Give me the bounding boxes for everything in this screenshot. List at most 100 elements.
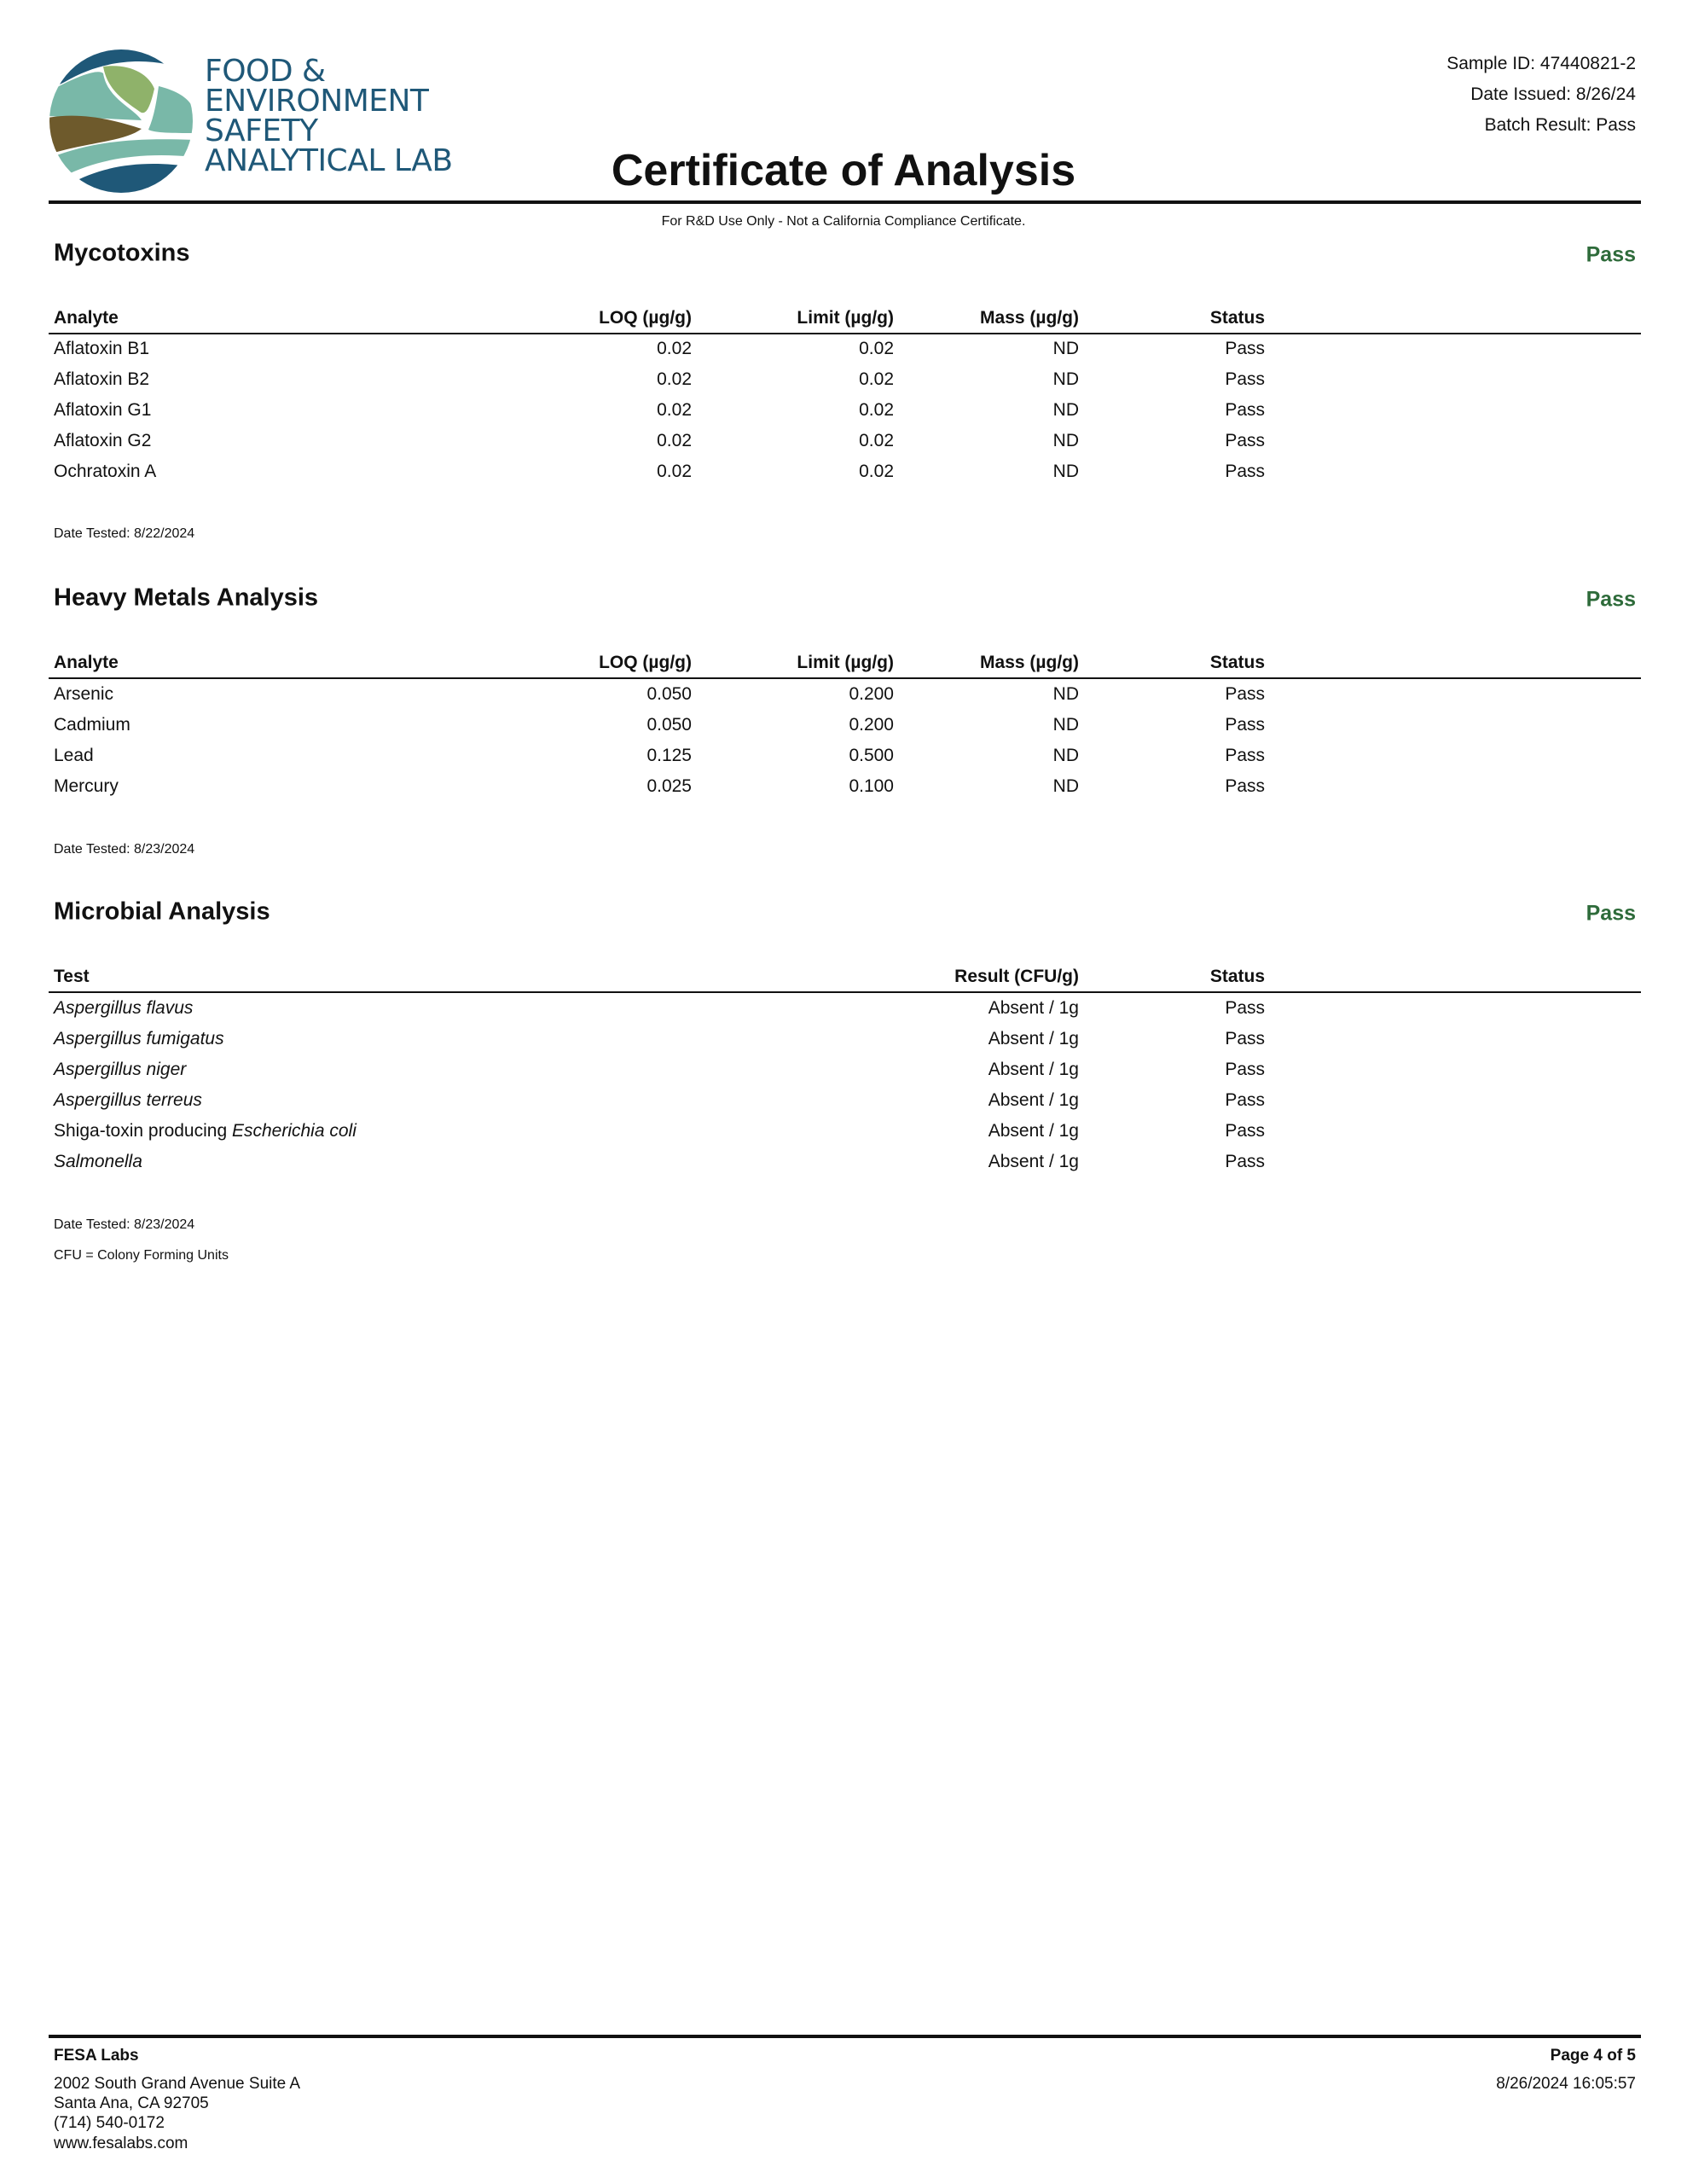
table-cell: Pass xyxy=(1225,369,1265,389)
table-cell: 0.02 xyxy=(657,369,692,389)
batch-result: Batch Result: Pass xyxy=(1484,115,1636,135)
page-title: Certificate of Analysis xyxy=(611,146,1076,195)
column-header: Mass (µg/g) xyxy=(980,308,1079,328)
test-result: Absent / 1g xyxy=(988,998,1079,1018)
table-cell: 0.02 xyxy=(657,339,692,358)
table-cell: Pass xyxy=(1225,339,1265,358)
analyte-name: Mercury xyxy=(54,776,119,796)
test-result: Absent / 1g xyxy=(988,1060,1079,1079)
table-cell: Pass xyxy=(1225,431,1265,450)
analyte-name: Lead xyxy=(54,746,94,765)
test-name-part: Escherichia coli xyxy=(231,1121,357,1141)
table-cell: ND xyxy=(1052,746,1079,765)
table-cell: 0.02 xyxy=(859,339,894,358)
sample-id: Sample ID: 47440821-2 xyxy=(1446,54,1636,73)
table-cell: Pass xyxy=(1225,462,1265,481)
test-result: Absent / 1g xyxy=(988,1121,1079,1141)
test-result: Absent / 1g xyxy=(988,1090,1079,1110)
test-name: Aspergillus fumigatus xyxy=(54,1029,224,1049)
logo-emblem-icon xyxy=(49,49,193,193)
analyte-name: Aflatoxin G2 xyxy=(54,431,152,450)
column-header: LOQ (µg/g) xyxy=(599,653,692,672)
footnote: CFU = Colony Forming Units xyxy=(54,1248,229,1263)
test-status: Pass xyxy=(1225,1090,1265,1110)
table-cell: Pass xyxy=(1225,715,1265,735)
section-result-badge: Pass xyxy=(1586,242,1636,267)
column-header: Status xyxy=(1209,308,1265,328)
section-result-badge: Pass xyxy=(1586,587,1636,612)
table-cell: Pass xyxy=(1225,684,1265,704)
column-header: Analyte xyxy=(54,653,119,672)
column-header: LOQ (µg/g) xyxy=(599,308,692,328)
table-cell: Pass xyxy=(1225,400,1265,420)
table-cell: 0.02 xyxy=(859,369,894,389)
test-status: Pass xyxy=(1225,1121,1265,1141)
table-cell: ND xyxy=(1052,776,1079,796)
section-result-badge: Pass xyxy=(1586,901,1636,926)
section-title: Microbial Analysis xyxy=(54,897,270,926)
column-header: Result (CFU/g) xyxy=(954,967,1079,986)
table-cell: 0.02 xyxy=(657,431,692,450)
footer-company: FESA Labs xyxy=(54,2047,139,2065)
table-cell: 0.050 xyxy=(646,715,692,735)
analyte-name: Aflatoxin B2 xyxy=(54,369,150,389)
logo-line: SAFETY xyxy=(205,113,318,148)
table-cell: Pass xyxy=(1225,776,1265,796)
test-status: Pass xyxy=(1225,1152,1265,1171)
column-header: Mass (µg/g) xyxy=(980,653,1079,672)
table-cell: ND xyxy=(1052,339,1079,358)
table-cell: 0.02 xyxy=(859,462,894,481)
table-cell: ND xyxy=(1052,462,1079,481)
disclaimer: For R&D Use Only - Not a California Comp… xyxy=(661,214,1026,229)
test-name-part: Aspergillus niger xyxy=(54,1060,187,1079)
test-result: Absent / 1g xyxy=(988,1029,1079,1048)
column-header: Status xyxy=(1209,653,1265,672)
column-header: Limit (µg/g) xyxy=(797,308,894,328)
test-result: Absent / 1g xyxy=(988,1152,1079,1171)
test-name-part: Shiga-toxin producing xyxy=(54,1121,232,1141)
logo-line: FOOD & xyxy=(205,54,326,89)
table-cell: ND xyxy=(1052,715,1079,735)
date-tested: Date Tested: 8/23/2024 xyxy=(54,842,195,857)
table-cell: ND xyxy=(1052,684,1079,704)
table-cell: 0.200 xyxy=(849,715,894,735)
table-cell: 0.100 xyxy=(849,776,894,796)
page-number: Page 4 of 5 xyxy=(1550,2047,1636,2065)
footer-timestamp: 8/26/2024 16:05:57 xyxy=(1496,2075,1636,2093)
test-name-part: Aspergillus flavus xyxy=(54,998,194,1018)
test-name: Aspergillus flavus xyxy=(54,998,193,1019)
footer-website[interactable]: www.fesalabs.com xyxy=(54,2135,188,2152)
test-status: Pass xyxy=(1225,998,1265,1018)
logo-line: ENVIRONMENT xyxy=(205,84,429,119)
table-cell: 0.050 xyxy=(646,684,692,704)
test-name: Shiga-toxin producing Escherichia coli xyxy=(54,1121,357,1141)
footer-phone: (714) 540-0172 xyxy=(54,2114,165,2132)
logo-line: ANALYTICAL LAB xyxy=(205,143,453,178)
table-header-divider xyxy=(49,677,1641,679)
table-cell: ND xyxy=(1052,369,1079,389)
footer-address-line: Santa Ana, CA 92705 xyxy=(54,2094,209,2112)
analyte-name: Aflatoxin B1 xyxy=(54,339,150,358)
table-cell: 0.02 xyxy=(657,400,692,420)
footer-address-line: 2002 South Grand Avenue Suite A xyxy=(54,2075,301,2093)
table-cell: ND xyxy=(1052,431,1079,450)
test-status: Pass xyxy=(1225,1029,1265,1048)
test-name: Aspergillus niger xyxy=(54,1060,186,1080)
table-cell: 0.125 xyxy=(646,746,692,765)
column-header: Limit (µg/g) xyxy=(797,653,894,672)
date-tested: Date Tested: 8/23/2024 xyxy=(54,1217,195,1232)
analyte-name: Cadmium xyxy=(54,715,130,735)
header-divider xyxy=(49,200,1641,204)
test-name: Salmonella xyxy=(54,1152,142,1172)
column-header: Status xyxy=(1209,967,1265,986)
section-title: Mycotoxins xyxy=(54,239,190,267)
analyte-name: Aflatoxin G1 xyxy=(54,400,152,420)
table-header-divider xyxy=(49,333,1641,334)
column-header: Test xyxy=(54,967,90,986)
table-cell: 0.02 xyxy=(859,400,894,420)
test-name: Aspergillus terreus xyxy=(54,1090,202,1111)
table-cell: 0.02 xyxy=(657,462,692,481)
date-tested: Date Tested: 8/22/2024 xyxy=(54,526,195,541)
date-issued: Date Issued: 8/26/24 xyxy=(1470,84,1636,104)
test-name-part: Salmonella xyxy=(54,1152,142,1171)
